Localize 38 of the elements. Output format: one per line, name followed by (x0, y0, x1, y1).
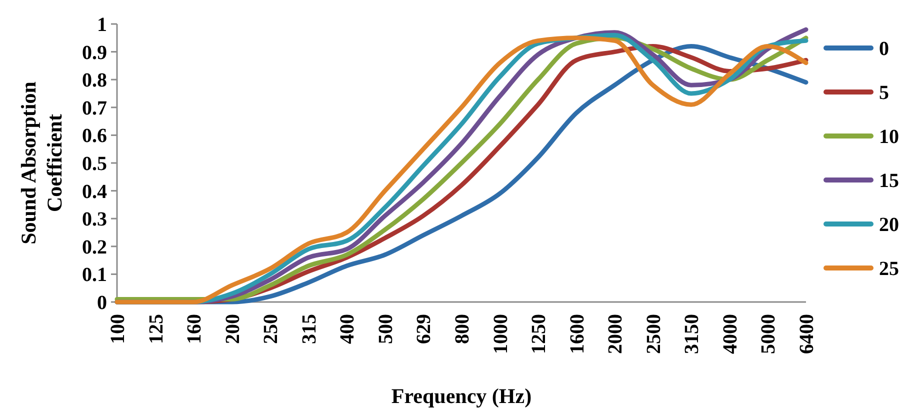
x-tick-label: 100 (107, 314, 129, 344)
legend-label: 20 (879, 214, 899, 236)
x-tick-label: 500 (374, 314, 397, 344)
y-tick-label: 0 (97, 292, 107, 314)
x-axis-title: Frequency (Hz) (391, 384, 532, 408)
x-tick-label: 250 (260, 314, 282, 344)
y-tick-label: 0.9 (82, 42, 107, 64)
y-axis-title: Sound Absorption Coefficient (16, 81, 66, 244)
x-tick-label: 200 (222, 314, 244, 344)
y-tick-label: 0.3 (82, 208, 107, 231)
legend-label: 10 (879, 126, 899, 148)
x-tick-label: 800 (452, 314, 474, 344)
x-tick-label: 315 (298, 314, 320, 344)
y-tick-label: 0.4 (82, 180, 107, 203)
x-tick-label: 2500 (642, 314, 665, 354)
legend-label: 0 (879, 38, 889, 60)
x-tick-label: 1000 (490, 314, 512, 354)
x-tick-label: 160 (184, 314, 206, 344)
x-tick-label: 2000 (604, 314, 627, 354)
x-tick-label: 400 (336, 314, 359, 344)
y-tick-label: 0.1 (82, 264, 107, 286)
y-tick-label: 0.8 (82, 70, 107, 92)
y-tick-label: 1 (97, 14, 107, 36)
y-tick-label: 0.5 (82, 153, 107, 175)
x-tick-label: 1250 (528, 314, 550, 354)
x-tick-label: 629 (413, 314, 436, 344)
x-tick-label: 1600 (566, 314, 588, 354)
x-tick-label: 5000 (758, 314, 780, 354)
x-tick-label: 125 (145, 314, 168, 344)
legend-label: 25 (879, 258, 899, 280)
y-tick-label: 0.2 (82, 236, 107, 258)
legend-label: 5 (879, 82, 889, 104)
y-tick-label: 0.7 (82, 97, 107, 120)
x-tick-label: 6400 (796, 314, 818, 354)
x-tick-label: 3150 (681, 314, 704, 354)
y-tick-label: 0.6 (82, 125, 107, 148)
legend-label: 15 (879, 170, 899, 192)
x-tick-label: 4000 (719, 314, 742, 354)
